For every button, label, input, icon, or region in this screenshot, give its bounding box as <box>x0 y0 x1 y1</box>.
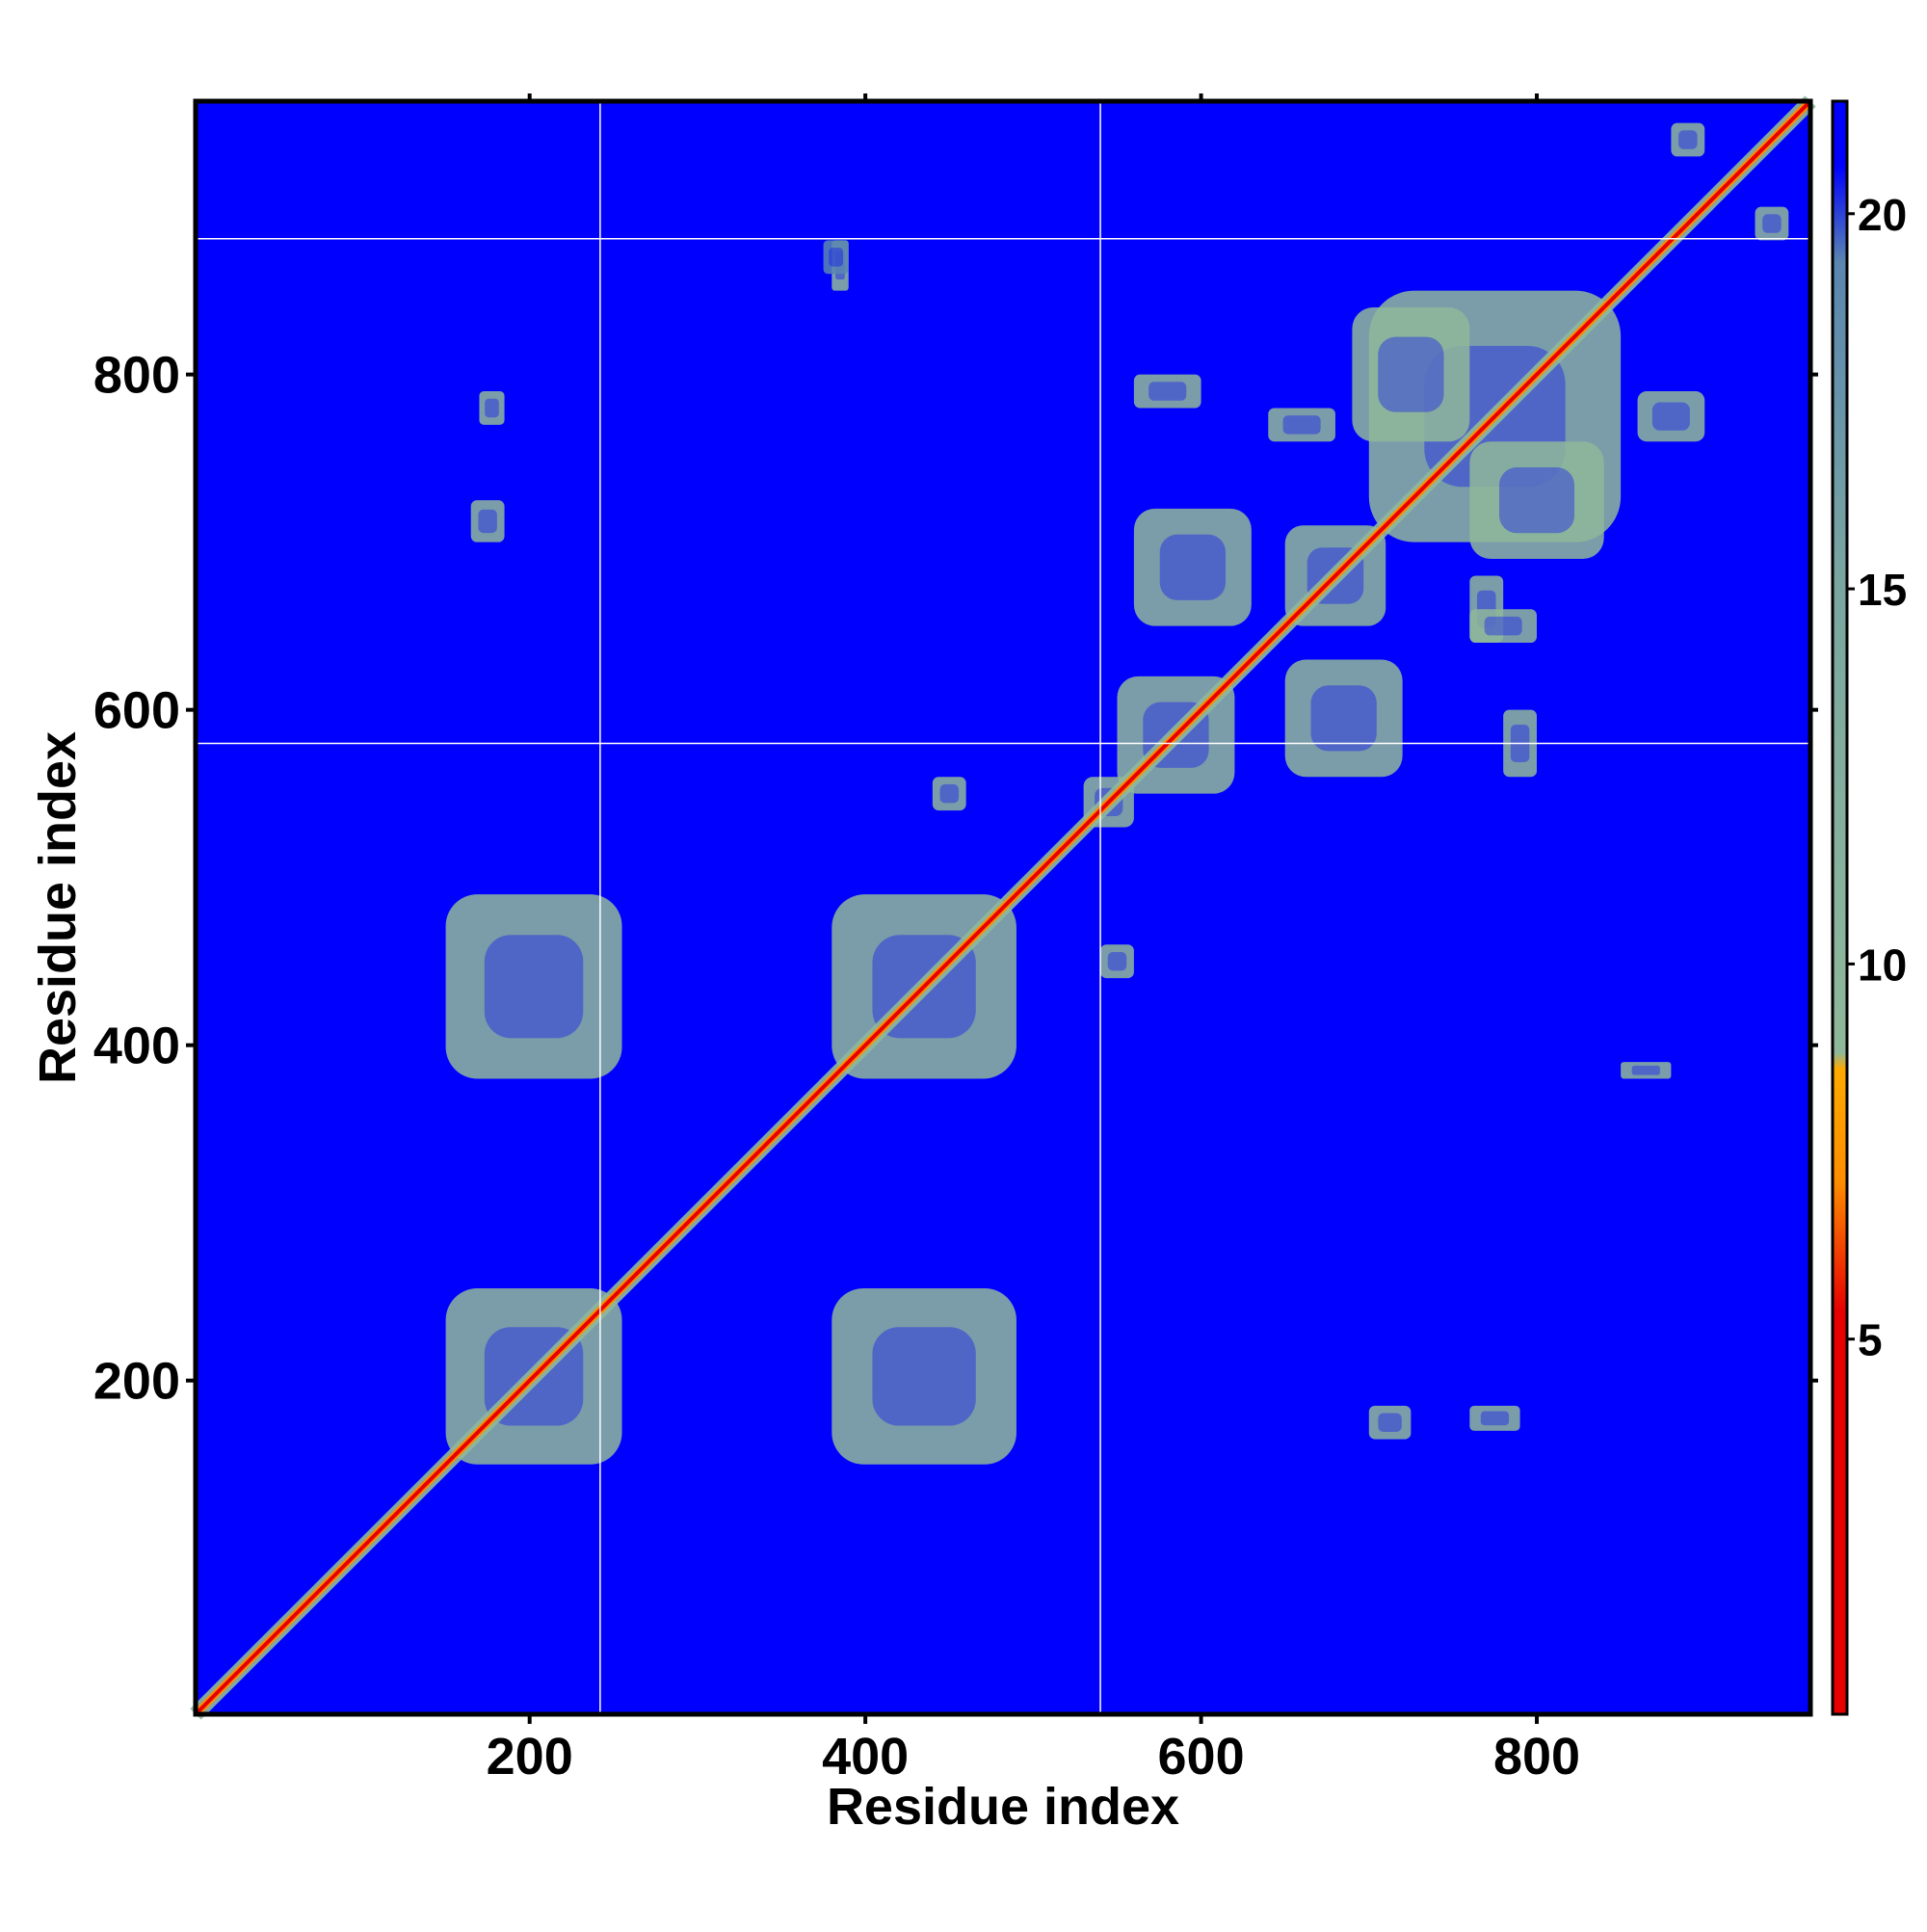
colorbar-tick-label: 10 <box>1858 940 1907 990</box>
y-tick-label: 200 <box>93 1353 180 1411</box>
contact-block-core <box>1378 1413 1402 1432</box>
x-axis-label: Residue index <box>827 1778 1179 1836</box>
contact-block <box>1637 391 1705 442</box>
contact-block <box>1133 508 1252 626</box>
contact-block-core <box>1159 534 1227 600</box>
y-tick-label: 400 <box>93 1018 180 1075</box>
contact-block <box>1100 944 1134 979</box>
contact-block-core <box>939 783 960 804</box>
contact-block <box>932 777 966 811</box>
contact-block-core <box>1310 685 1377 752</box>
x-axis: 200 400 600 800 <box>487 93 1580 1786</box>
contact-block <box>1268 408 1335 442</box>
contact-block-core <box>1631 1065 1660 1075</box>
contact-block <box>1133 374 1201 409</box>
y-tick-label: 600 <box>93 682 180 740</box>
y-axis: 200 400 600 800 <box>93 347 1818 1411</box>
contact-block-core <box>478 509 497 534</box>
diagonal-band <box>190 95 1816 1720</box>
colorbar-gradient <box>1831 99 1849 1716</box>
contact-block <box>1352 307 1470 442</box>
contact-block-core <box>829 248 843 267</box>
domain-boundaries <box>196 101 1810 1714</box>
x-tick-label: 200 <box>487 1728 573 1786</box>
contact-block <box>1671 122 1705 157</box>
contact-block-core <box>1107 951 1127 971</box>
x-tick-label: 400 <box>822 1728 909 1786</box>
colorbar-tick-label: 20 <box>1858 190 1907 240</box>
contact-block <box>1469 441 1604 560</box>
contact-block-core <box>1762 214 1782 233</box>
x-tick-label: 800 <box>1493 1728 1580 1786</box>
x-tick-label: 600 <box>1158 1728 1245 1786</box>
contact-block-core <box>1282 415 1321 435</box>
contact-block <box>1755 206 1789 241</box>
plot-frame <box>193 98 1813 1717</box>
colorbar-tick-label: 5 <box>1858 1315 1883 1365</box>
y-tick-label: 800 <box>93 347 180 405</box>
heatmap-area <box>190 95 1816 1720</box>
contact-block-core <box>484 935 584 1039</box>
contact-block <box>1469 609 1538 644</box>
contact-block-core <box>1378 336 1444 412</box>
contact-block-core <box>485 398 499 418</box>
contact-block <box>479 391 505 425</box>
colorbar: 5 10 15 20 <box>1831 99 1907 1716</box>
contact-block-core <box>1148 382 1187 401</box>
contact-block <box>823 240 849 275</box>
contact-block <box>1368 1405 1412 1440</box>
contact-block-core <box>1480 1411 1510 1426</box>
contact-block <box>470 500 505 543</box>
contact-block-core <box>872 1327 976 1426</box>
y-axis-label: Residue index <box>29 731 87 1084</box>
contact-block <box>445 894 622 1079</box>
contact-block <box>1284 659 1403 778</box>
contact-block <box>832 1288 1016 1465</box>
contact-block-core <box>1484 616 1522 636</box>
colorbar-tick-label: 15 <box>1858 565 1907 615</box>
diagonal-core <box>194 99 1812 1716</box>
contact-block-core <box>1651 402 1690 431</box>
contact-block <box>1469 1405 1520 1431</box>
contact-block <box>1621 1062 1672 1079</box>
contact-block-core <box>1678 130 1698 149</box>
contact-block-core <box>1498 467 1575 534</box>
